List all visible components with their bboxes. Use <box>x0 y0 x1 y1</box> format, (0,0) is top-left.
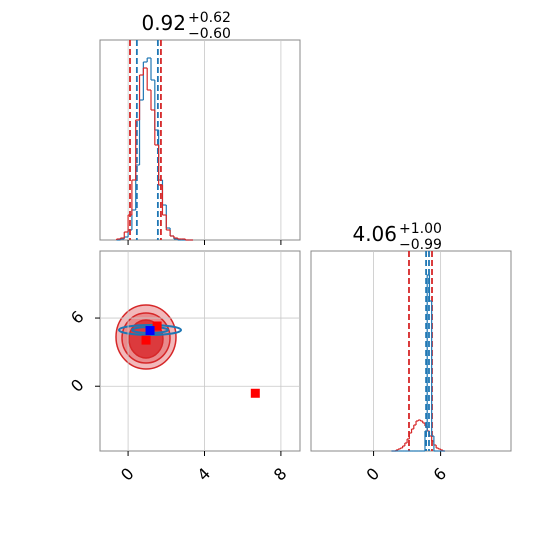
marker <box>152 321 162 331</box>
panel-frame <box>99 39 301 241</box>
y-tick-label: 6 <box>67 307 88 328</box>
marker <box>141 335 151 345</box>
panel-title: 0.92 <box>141 11 186 35</box>
title-upper: +1.00 <box>399 221 442 237</box>
panel: 0 6 4.06 +1.00−0.99 <box>310 221 512 485</box>
title-lower: −0.99 <box>399 237 442 253</box>
y-tick-label: 0 <box>67 375 88 396</box>
panel: 0 4 8 0 6 <box>67 250 301 485</box>
x-tick-label: 6 <box>430 464 451 485</box>
x-tick-label: 0 <box>117 464 138 485</box>
panel-title: 4.06 <box>352 222 397 246</box>
title-upper: +0.62 <box>188 10 231 26</box>
x-tick-label: 4 <box>193 464 214 485</box>
x-tick-label: 8 <box>270 464 291 485</box>
panel-frame <box>310 250 512 452</box>
x-tick-label: 0 <box>363 464 384 485</box>
marker <box>145 326 155 336</box>
title-lower: −0.60 <box>188 26 231 42</box>
marker <box>250 388 260 398</box>
panel: 0.92 +0.62−0.60 <box>99 10 301 245</box>
